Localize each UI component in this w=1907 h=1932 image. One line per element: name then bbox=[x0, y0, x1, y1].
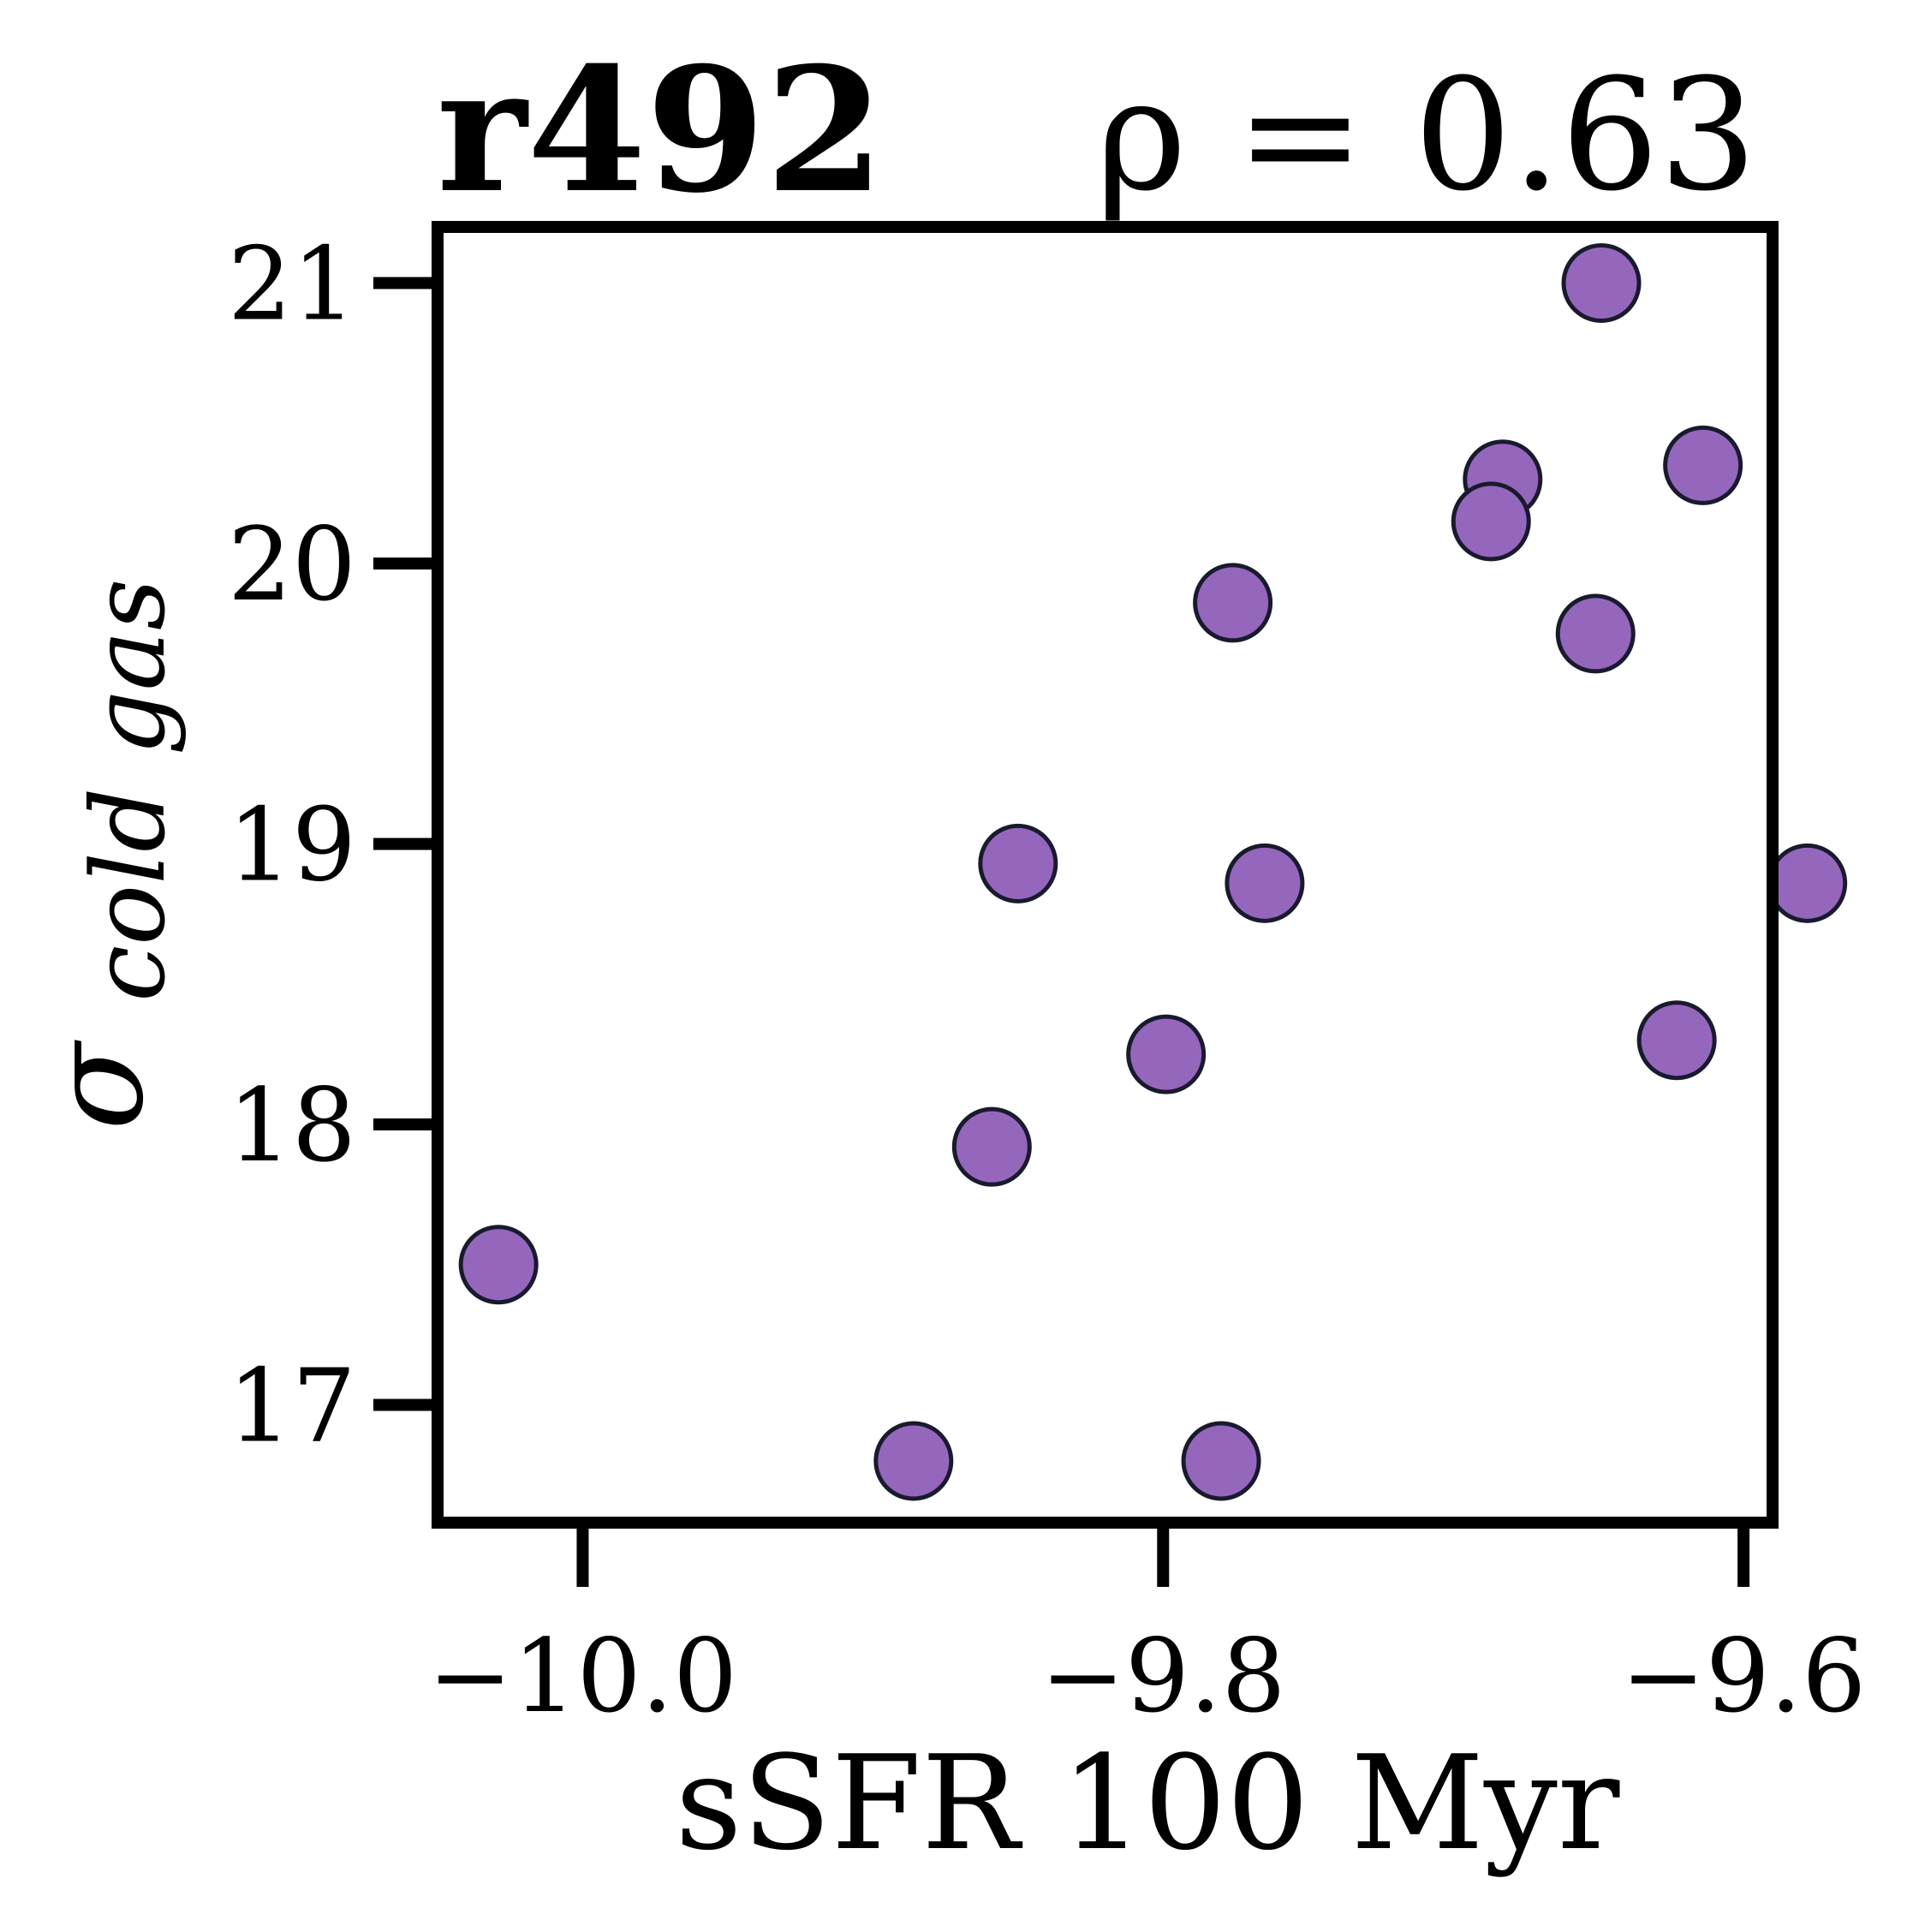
x-tick-label: −10.0 bbox=[428, 1617, 738, 1735]
x-tick-label: −9.6 bbox=[1621, 1617, 1867, 1735]
data-point bbox=[1181, 1421, 1261, 1501]
data-point bbox=[1561, 242, 1642, 323]
y-axis-label: σ cold gas bbox=[23, 579, 188, 1130]
plot-frame bbox=[432, 221, 1779, 1529]
y-tick-label: 20 bbox=[228, 505, 356, 623]
y-tick-label: 19 bbox=[228, 785, 356, 903]
points-layer bbox=[458, 242, 1848, 1501]
y-tick-label: 21 bbox=[228, 224, 356, 343]
data-point bbox=[873, 1421, 954, 1501]
data-point bbox=[1636, 1000, 1717, 1081]
x-axis-label: sSFR 100 Myr bbox=[676, 1727, 1620, 1879]
y-tick-label: 18 bbox=[228, 1066, 356, 1184]
correlation-annotation: ρ = 0.63 bbox=[1096, 46, 1757, 225]
svg-text:σ cold gas: σ cold gas bbox=[23, 579, 188, 1130]
data-point bbox=[458, 1225, 539, 1305]
y-tick-label: 17 bbox=[228, 1346, 356, 1464]
data-point bbox=[1225, 843, 1305, 923]
x-tick-label: −9.8 bbox=[1040, 1617, 1286, 1735]
data-point bbox=[1126, 1014, 1207, 1094]
data-point bbox=[1451, 481, 1531, 562]
data-point bbox=[1663, 425, 1743, 505]
data-point bbox=[978, 823, 1058, 903]
data-point bbox=[1767, 843, 1848, 923]
data-point bbox=[1193, 563, 1273, 643]
y-axis-label-subscript: cold gas bbox=[69, 579, 188, 1002]
y-axis-label-symbol: σ bbox=[23, 1040, 172, 1130]
ticks-layer: −10.0 −9.8 −9.6 17 18 19 20 21 bbox=[228, 224, 1867, 1735]
data-point bbox=[951, 1106, 1032, 1187]
chart-title: r492 bbox=[437, 30, 885, 231]
data-point bbox=[1555, 593, 1636, 674]
